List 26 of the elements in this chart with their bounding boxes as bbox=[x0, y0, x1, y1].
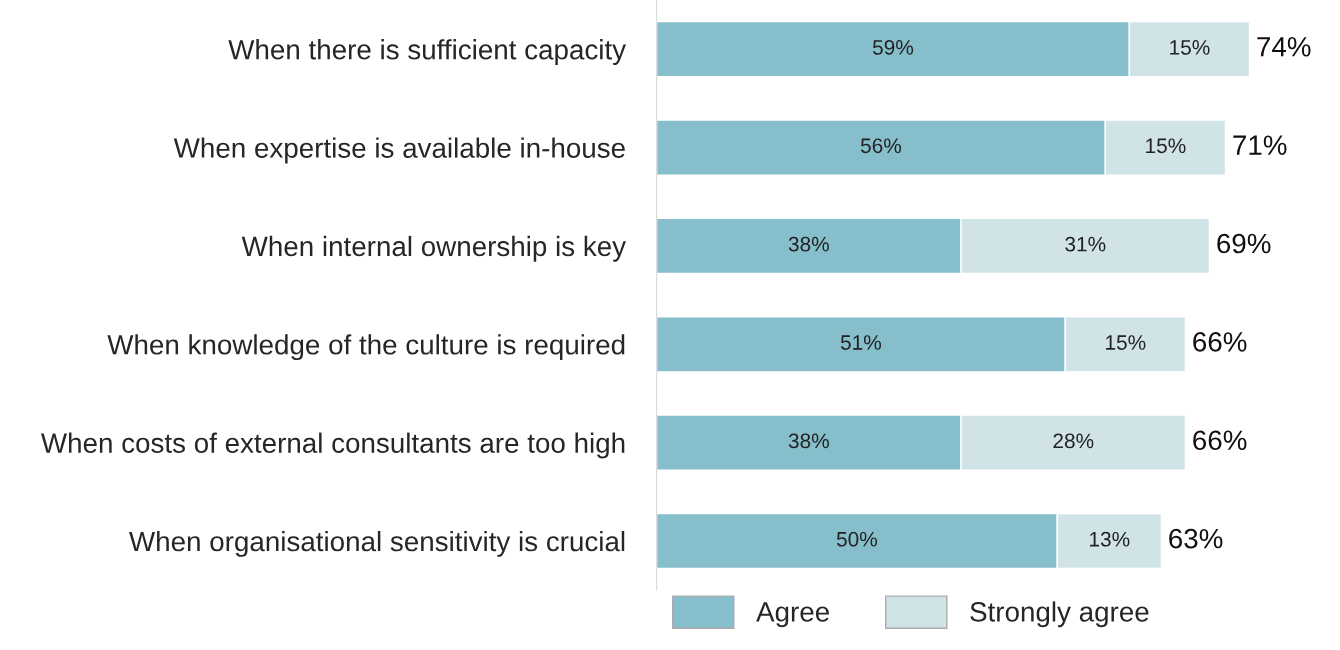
legend-label: Agree bbox=[756, 602, 829, 628]
data-label: 50% bbox=[836, 531, 878, 547]
data-label: 56% bbox=[860, 138, 902, 154]
total-label: 71% bbox=[1233, 135, 1287, 155]
data-label: 59% bbox=[872, 40, 914, 55]
data-label: 38% bbox=[788, 433, 829, 449]
total-label: 66% bbox=[1193, 430, 1247, 451]
data-label: 31% bbox=[1065, 236, 1106, 252]
y-tick-label: When organisational sensitivity is crucial bbox=[129, 530, 625, 557]
y-tick-label: When internal ownership is key bbox=[241, 235, 627, 262]
y-tick-label: When knowledge of the culture is required bbox=[107, 334, 625, 361]
y-tick-label: When costs of external consultants are too high bbox=[41, 432, 625, 459]
y-tick-label: When expertise is available in-house bbox=[173, 137, 625, 164]
y-tick-label: When there is sufficient capacity bbox=[228, 39, 627, 66]
legend-label: Strongly agree bbox=[970, 601, 1149, 628]
total-label: 74% bbox=[1257, 37, 1311, 57]
data-label: 15% bbox=[1170, 40, 1210, 55]
data-label: 38% bbox=[788, 236, 829, 252]
data-label: 13% bbox=[1090, 531, 1130, 547]
total-label: 69% bbox=[1217, 233, 1271, 254]
total-label: 66% bbox=[1193, 332, 1247, 352]
data-label: 15% bbox=[1146, 138, 1186, 154]
data-label: 28% bbox=[1053, 433, 1094, 449]
total-label: 63% bbox=[1169, 528, 1223, 549]
data-label: 15% bbox=[1106, 335, 1146, 350]
data-label: 51% bbox=[840, 335, 882, 350]
